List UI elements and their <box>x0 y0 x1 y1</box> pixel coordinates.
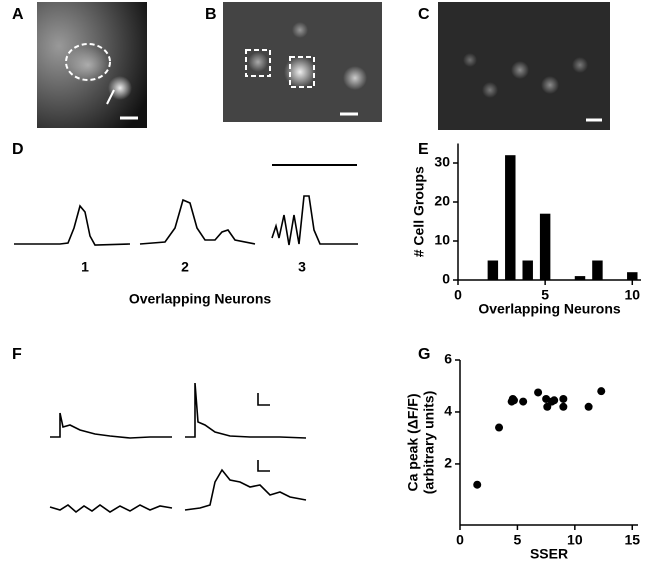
bar <box>592 260 603 280</box>
point <box>509 396 518 405</box>
x-tick-label: 10 <box>624 287 640 303</box>
x-tick-label: 5 <box>514 532 522 548</box>
y-tick-label: 30 <box>434 154 450 170</box>
x-axis-label: SSER <box>530 546 568 562</box>
x-tick-label: 15 <box>624 532 640 548</box>
x-axis-label: Overlapping Neurons <box>478 301 621 317</box>
y-tick-label: 4 <box>444 403 452 419</box>
panel-letter: F <box>12 346 22 363</box>
image-c <box>438 2 610 130</box>
bar <box>505 155 516 280</box>
y-tick-label: 2 <box>444 455 452 471</box>
bar <box>627 272 638 280</box>
traces-f <box>49 382 307 514</box>
y-axis-label: Ca peak (ΔF/F) <box>405 394 421 492</box>
point <box>550 396 559 405</box>
point <box>559 402 568 411</box>
point <box>584 402 593 411</box>
point <box>519 397 528 406</box>
panel-letter: A <box>12 6 24 23</box>
y-axis-label: # Cell Groups <box>411 166 427 257</box>
panel-letter: B <box>205 6 217 23</box>
point <box>495 423 504 432</box>
point <box>543 402 552 411</box>
image-a <box>37 2 147 128</box>
trace-label: 2 <box>181 259 189 275</box>
point <box>534 388 543 397</box>
panel-letter: G <box>418 346 430 363</box>
panel-letter: D <box>12 141 24 158</box>
x-axis-label: Overlapping Neurons <box>129 291 272 307</box>
point <box>597 387 606 396</box>
bar <box>574 276 586 280</box>
trace-label: 1 <box>81 259 89 275</box>
x-tick-label: 0 <box>454 287 462 303</box>
point <box>473 480 482 489</box>
bar <box>539 213 551 280</box>
x-tick-label: 5 <box>541 287 549 303</box>
x-tick-label: 10 <box>567 532 583 548</box>
y-tick-label: 10 <box>434 232 450 248</box>
y-tick-label: 6 <box>444 351 452 367</box>
bar <box>522 260 533 280</box>
panel-letter: E <box>418 141 429 158</box>
y-tick-label: 20 <box>434 193 450 209</box>
x-tick-label: 0 <box>456 532 464 548</box>
image-b <box>223 2 382 122</box>
traces-d <box>14 164 358 246</box>
panel-letter: C <box>418 6 430 23</box>
y-axis-label: (arbitrary units) <box>421 391 437 494</box>
bar <box>487 260 499 280</box>
trace-label: 3 <box>298 259 306 275</box>
y-tick-label: 0 <box>442 271 450 287</box>
point <box>559 394 568 403</box>
